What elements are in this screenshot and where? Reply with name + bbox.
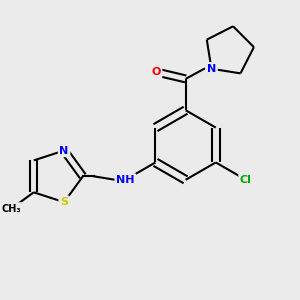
Text: N: N: [207, 64, 216, 74]
Text: CH₃: CH₃: [2, 204, 21, 214]
Text: O: O: [152, 67, 161, 77]
Text: N: N: [59, 146, 69, 155]
Text: S: S: [60, 197, 68, 207]
Text: Cl: Cl: [240, 175, 252, 185]
Text: NH: NH: [116, 175, 135, 185]
